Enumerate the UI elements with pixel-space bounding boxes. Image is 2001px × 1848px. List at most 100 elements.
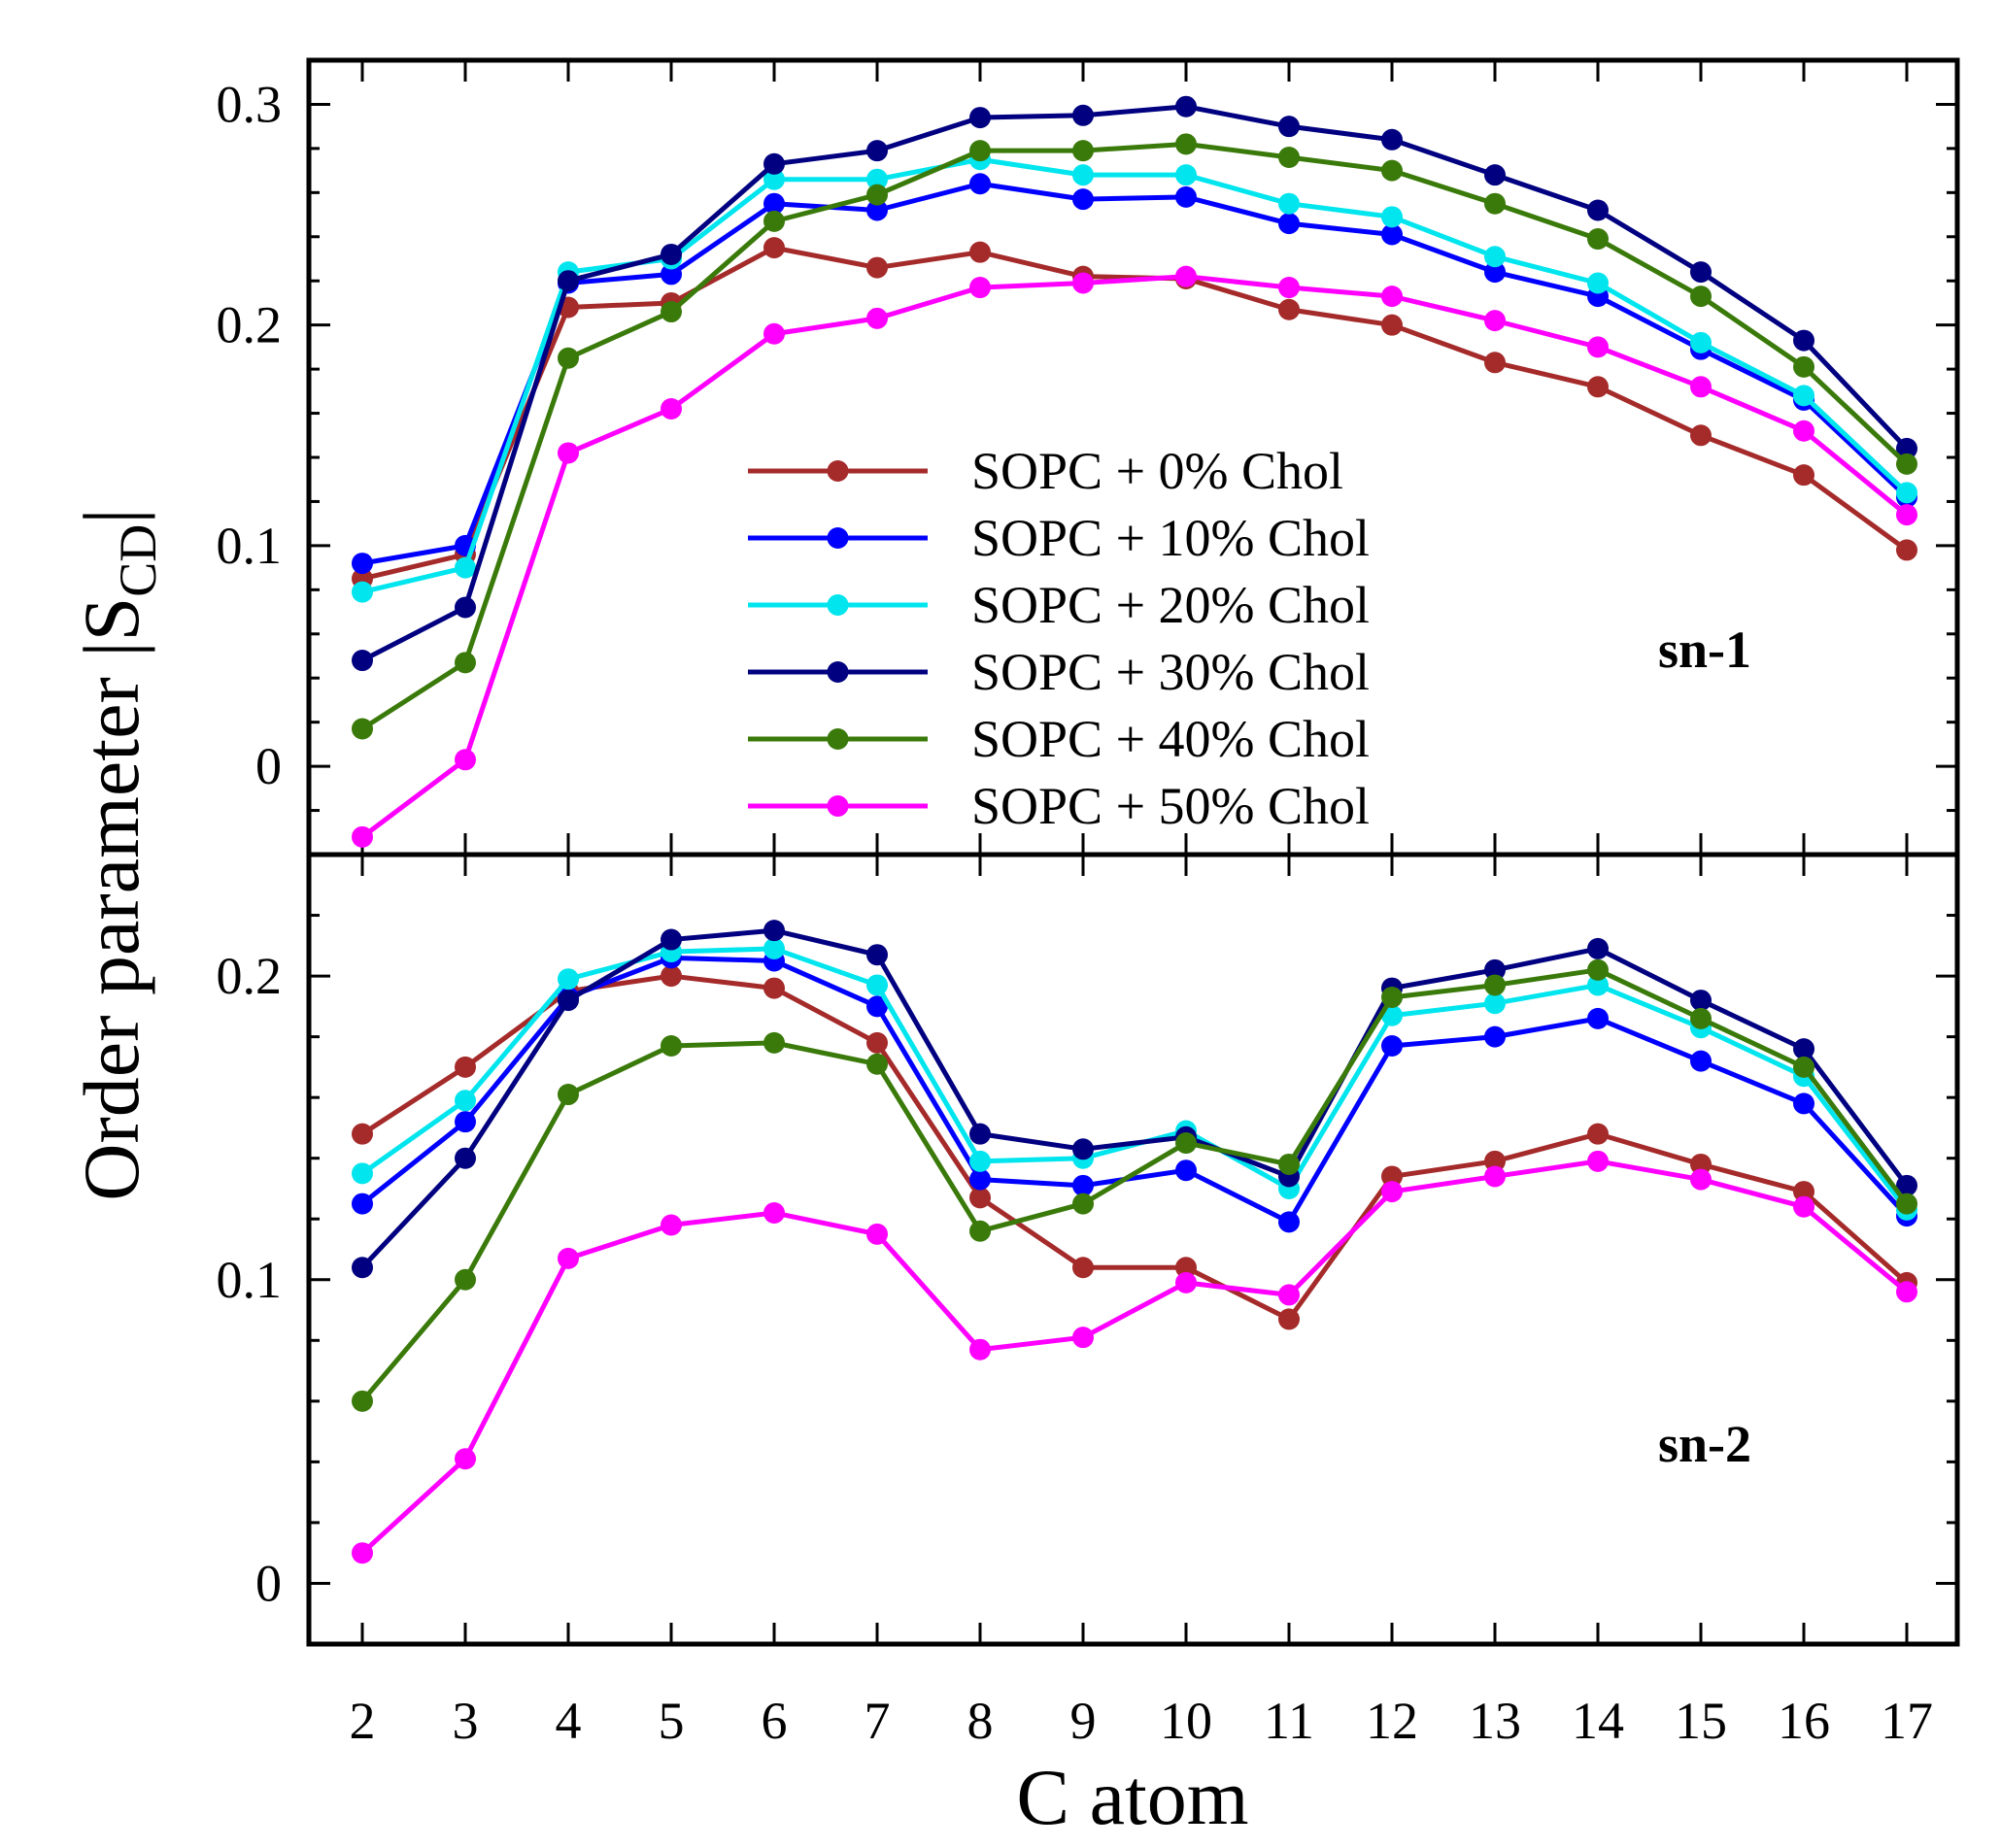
x-tick-label: 15 xyxy=(1675,1692,1727,1750)
data-point xyxy=(352,1542,373,1564)
data-point xyxy=(866,974,888,996)
data-point xyxy=(866,184,888,206)
data-point xyxy=(1072,1138,1094,1160)
data-point xyxy=(1175,1271,1197,1294)
data-point xyxy=(1587,974,1609,996)
data-point xyxy=(558,442,579,464)
data-point xyxy=(1690,1153,1712,1175)
data-point xyxy=(866,944,888,966)
data-point xyxy=(1278,1153,1300,1175)
data-point xyxy=(455,1147,476,1169)
data-point xyxy=(352,650,373,672)
data-point xyxy=(455,652,476,674)
data-point xyxy=(866,307,888,329)
data-point xyxy=(1793,464,1814,487)
y-tick-label: 0.2 xyxy=(217,296,283,354)
data-point xyxy=(1381,314,1403,336)
legend-label: SOPC + 0% Chol xyxy=(971,442,1343,500)
x-tick-label: 5 xyxy=(659,1692,685,1750)
data-point xyxy=(969,277,991,299)
data-point xyxy=(352,718,373,740)
data-point xyxy=(1072,1174,1094,1196)
data-point xyxy=(558,1084,579,1106)
x-tick-label: 2 xyxy=(350,1692,376,1750)
data-point xyxy=(1587,376,1609,398)
data-point xyxy=(1690,331,1712,353)
legend-label: SOPC + 10% Chol xyxy=(971,509,1370,567)
data-point xyxy=(1896,482,1917,504)
data-point xyxy=(352,1123,373,1145)
series-line xyxy=(360,927,1909,1269)
x-tick-label: 11 xyxy=(1264,1692,1314,1750)
data-point xyxy=(558,968,579,991)
data-point xyxy=(969,1123,991,1145)
x-tick-label: 17 xyxy=(1881,1692,1933,1750)
legend-swatch-marker xyxy=(827,460,849,482)
data-point xyxy=(1587,199,1609,221)
data-point xyxy=(1690,376,1712,398)
data-point xyxy=(352,825,373,848)
data-point xyxy=(969,241,991,263)
x-tick-label: 6 xyxy=(762,1692,788,1750)
data-point xyxy=(969,1187,991,1209)
panel-label: sn-1 xyxy=(1658,621,1751,679)
data-point xyxy=(763,920,785,942)
data-point xyxy=(1484,974,1506,996)
data-point xyxy=(969,140,991,162)
series-sn-1-4 xyxy=(352,133,1917,740)
x-axis-title: C atom xyxy=(1016,1753,1248,1841)
data-point xyxy=(1690,990,1712,1012)
data-point xyxy=(1793,1038,1814,1060)
data-point xyxy=(1793,1056,1814,1078)
data-point xyxy=(1896,504,1917,526)
data-point xyxy=(558,347,579,369)
data-point xyxy=(969,1338,991,1361)
data-point xyxy=(1072,1257,1094,1279)
data-point xyxy=(1587,336,1609,358)
data-point xyxy=(1587,272,1609,294)
data-point xyxy=(763,977,785,999)
data-point xyxy=(661,243,682,265)
data-point xyxy=(558,990,579,1012)
data-point xyxy=(1484,1025,1506,1048)
data-point xyxy=(1175,1132,1197,1155)
data-point xyxy=(1278,1211,1300,1233)
data-point xyxy=(1381,1165,1403,1188)
panel-label: sn-2 xyxy=(1658,1415,1751,1473)
data-point xyxy=(1381,159,1403,182)
data-point xyxy=(1381,223,1403,246)
y-tick-label: 0.3 xyxy=(217,75,283,133)
data-point xyxy=(1690,424,1712,447)
data-point xyxy=(866,199,888,221)
legend-item: SOPC + 10% Chol xyxy=(748,509,1370,567)
data-point xyxy=(661,398,682,420)
data-point xyxy=(1793,420,1814,442)
data-point xyxy=(1381,1181,1403,1203)
series-line xyxy=(360,274,1909,839)
data-point xyxy=(1072,1193,1094,1215)
series-line xyxy=(360,1159,1909,1556)
y-tick-label: 0 xyxy=(255,737,282,795)
data-point xyxy=(661,1214,682,1236)
data-point xyxy=(352,1193,373,1215)
legend-item: SOPC + 40% Chol xyxy=(748,710,1370,768)
series-sn-1-5 xyxy=(352,265,1917,848)
data-point xyxy=(1484,1150,1506,1172)
data-point xyxy=(1278,277,1300,299)
data-point xyxy=(1072,272,1094,294)
y-axis-title-subscript: CD xyxy=(109,524,167,597)
legend-label: SOPC + 30% Chol xyxy=(971,643,1370,701)
series-layer xyxy=(352,95,1917,1564)
data-point xyxy=(1278,1284,1300,1306)
x-tick-label: 13 xyxy=(1469,1692,1521,1750)
legend-item: SOPC + 50% Chol xyxy=(748,777,1370,835)
data-point xyxy=(1278,213,1300,235)
data-point xyxy=(1175,1257,1197,1279)
data-point xyxy=(1896,437,1917,459)
data-point xyxy=(455,749,476,771)
data-point xyxy=(1278,298,1300,320)
data-point xyxy=(1072,104,1094,126)
data-point xyxy=(1793,1181,1814,1203)
data-point xyxy=(352,1162,373,1185)
